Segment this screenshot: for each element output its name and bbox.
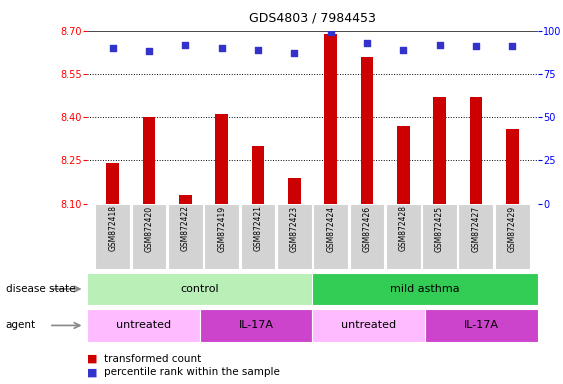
Bar <box>215 114 228 204</box>
Text: GSM872418: GSM872418 <box>108 205 117 252</box>
Bar <box>106 163 119 204</box>
Point <box>145 48 154 55</box>
Bar <box>324 33 337 204</box>
Bar <box>312 309 425 342</box>
Bar <box>277 204 312 269</box>
Text: GSM872423: GSM872423 <box>290 205 299 252</box>
Text: untreated: untreated <box>116 320 171 331</box>
Bar <box>312 273 538 305</box>
Point <box>326 30 335 36</box>
Bar <box>95 204 130 269</box>
Bar <box>204 204 239 269</box>
Text: GSM872420: GSM872420 <box>145 205 154 252</box>
Bar <box>506 129 519 204</box>
Bar <box>458 204 493 269</box>
Text: GDS4803 / 7984453: GDS4803 / 7984453 <box>249 12 376 25</box>
Text: GSM872428: GSM872428 <box>399 205 408 252</box>
Bar <box>313 204 348 269</box>
Text: control: control <box>181 284 219 294</box>
Bar <box>422 204 457 269</box>
Text: disease state: disease state <box>6 284 75 294</box>
Text: GSM872424: GSM872424 <box>326 205 335 252</box>
Bar <box>397 126 410 204</box>
Text: GSM872419: GSM872419 <box>217 205 226 252</box>
Point <box>399 46 408 53</box>
Text: untreated: untreated <box>341 320 396 331</box>
Text: percentile rank within the sample: percentile rank within the sample <box>104 367 280 377</box>
Bar <box>168 204 203 269</box>
Text: ■: ■ <box>87 354 98 364</box>
Bar <box>386 204 421 269</box>
Point <box>508 43 517 49</box>
Point <box>217 45 226 51</box>
Text: IL-17A: IL-17A <box>239 320 274 331</box>
Text: GSM872421: GSM872421 <box>253 205 262 252</box>
Point <box>181 41 190 48</box>
Bar <box>495 204 530 269</box>
Bar <box>132 204 167 269</box>
Bar <box>252 146 265 204</box>
Text: ■: ■ <box>87 367 98 377</box>
Text: GSM872429: GSM872429 <box>508 205 517 252</box>
Point <box>363 40 372 46</box>
Text: GSM872422: GSM872422 <box>181 205 190 252</box>
Text: transformed count: transformed count <box>104 354 202 364</box>
Bar <box>179 195 191 204</box>
Bar <box>288 177 301 204</box>
Bar <box>87 309 200 342</box>
Point <box>435 41 444 48</box>
Text: GSM872426: GSM872426 <box>363 205 372 252</box>
Bar <box>350 204 385 269</box>
Text: agent: agent <box>6 320 36 331</box>
Text: mild asthma: mild asthma <box>390 284 460 294</box>
Bar <box>425 309 538 342</box>
Bar <box>142 117 155 204</box>
Text: GSM872425: GSM872425 <box>435 205 444 252</box>
Bar <box>87 273 312 305</box>
Point <box>290 50 299 56</box>
Bar <box>434 97 446 204</box>
Text: IL-17A: IL-17A <box>464 320 499 331</box>
Bar <box>240 204 275 269</box>
Point <box>253 46 262 53</box>
Point <box>108 45 117 51</box>
Bar <box>200 309 312 342</box>
Bar <box>470 97 482 204</box>
Bar <box>360 56 373 204</box>
Point <box>471 43 480 49</box>
Text: GSM872427: GSM872427 <box>471 205 480 252</box>
